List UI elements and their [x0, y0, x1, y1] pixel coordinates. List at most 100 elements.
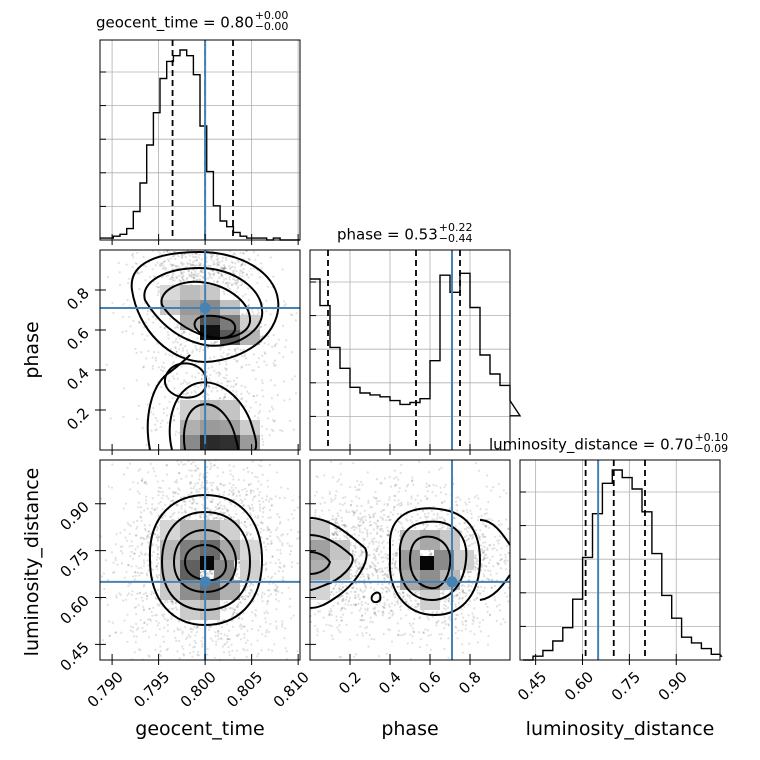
scatter-point — [143, 481, 146, 484]
scatter-point — [289, 597, 292, 600]
scatter-point — [109, 417, 112, 420]
scatter-point — [126, 521, 129, 524]
scatter-point — [252, 496, 255, 499]
scatter-point — [230, 615, 233, 618]
scatter-point — [236, 278, 239, 282]
scatter-point — [364, 601, 367, 604]
scatter-point — [495, 579, 498, 582]
scatter-point — [464, 620, 468, 623]
scatter-point — [495, 619, 498, 623]
scatter-point — [481, 565, 484, 568]
scatter-point — [179, 344, 182, 347]
scatter-point — [271, 649, 274, 652]
scatter-point — [249, 508, 252, 511]
scatter-point — [212, 517, 215, 520]
scatter-point — [366, 607, 369, 610]
scatter-point — [463, 585, 466, 588]
scatter-point — [188, 270, 191, 273]
scatter-point — [250, 267, 253, 270]
scatter-point — [133, 651, 136, 654]
scatter-point — [484, 541, 487, 544]
scatter-point — [425, 482, 428, 485]
scatter-point — [502, 617, 505, 621]
scatter-point — [393, 494, 396, 497]
scatter-point — [475, 494, 478, 497]
scatter-point — [173, 377, 176, 380]
scatter-point — [407, 595, 410, 598]
scatter-point — [188, 273, 191, 276]
scatter-point — [125, 330, 128, 333]
scatter-point — [259, 336, 263, 339]
scatter-point — [293, 375, 296, 378]
scatter-point — [242, 612, 245, 615]
scatter-point — [112, 312, 115, 315]
scatter-point — [257, 494, 260, 497]
scatter-point — [436, 611, 439, 614]
scatter-point — [350, 590, 353, 593]
scatter-point — [195, 488, 198, 491]
scatter-point — [231, 625, 234, 629]
scatter-point — [240, 263, 243, 266]
scatter-point — [435, 525, 438, 528]
scatter-point — [396, 503, 399, 507]
scatter-point — [157, 490, 160, 493]
scatter-point — [160, 276, 163, 279]
scatter-point — [156, 282, 159, 285]
scatter-point — [183, 510, 187, 514]
scatter-point — [461, 621, 464, 624]
scatter-point — [173, 387, 176, 390]
scatter-point — [251, 537, 255, 540]
scatter-point — [115, 596, 118, 599]
scatter-point — [269, 256, 272, 259]
scatter-point — [267, 516, 270, 520]
scatter-point — [138, 320, 141, 323]
scatter-point — [270, 498, 273, 501]
scatter-point — [230, 607, 233, 610]
scatter-point — [500, 558, 503, 561]
scatter-point — [186, 276, 189, 280]
scatter-point — [368, 542, 371, 545]
scatter-point — [340, 594, 343, 598]
scatter-point — [167, 333, 170, 337]
scatter-point — [198, 253, 201, 256]
scatter-point — [290, 565, 293, 569]
scatter-point — [384, 567, 387, 570]
scatter-point — [266, 525, 269, 528]
scatter-point — [347, 592, 350, 595]
scatter-point — [355, 574, 358, 577]
scatter-point — [354, 560, 357, 563]
scatter-point — [336, 512, 339, 515]
scatter-point — [426, 515, 430, 518]
scatter-point — [481, 618, 484, 622]
scatter-point — [209, 273, 212, 276]
scatter-point — [337, 514, 340, 518]
scatter-point — [376, 500, 379, 503]
scatter-point — [185, 349, 189, 352]
scatter-point — [136, 490, 139, 493]
scatter-point — [172, 607, 175, 610]
scatter-point — [384, 556, 387, 559]
scatter-point — [146, 623, 149, 626]
scatter-point — [342, 496, 345, 500]
scatter-point — [497, 482, 500, 485]
scatter-point — [272, 275, 275, 278]
scatter-point — [341, 594, 344, 597]
scatter-point — [156, 553, 160, 556]
scatter-point — [245, 533, 248, 536]
scatter-point — [132, 557, 135, 560]
scatter-point — [215, 517, 218, 520]
scatter-point — [338, 655, 341, 658]
scatter-point — [471, 622, 474, 626]
scatter-point — [160, 368, 163, 372]
scatter-point — [390, 485, 393, 488]
scatter-point — [214, 341, 217, 344]
scatter-point — [196, 653, 199, 656]
scatter-point — [189, 262, 192, 265]
scatter-point — [114, 559, 117, 562]
scatter-point — [240, 521, 243, 524]
scatter-point — [369, 524, 373, 527]
scatter-point — [135, 534, 138, 537]
scatter-point — [136, 545, 139, 548]
scatter-point — [144, 279, 147, 282]
scatter-point — [156, 553, 159, 556]
